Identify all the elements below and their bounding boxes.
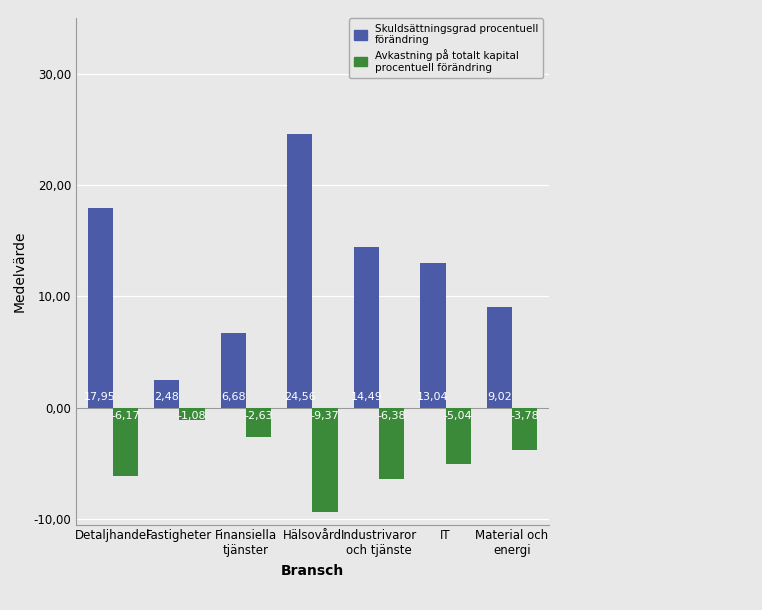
Bar	[512, 407, 537, 450]
Text: 2,48: 2,48	[154, 392, 179, 402]
Bar	[379, 407, 405, 479]
Text: -9,37: -9,37	[311, 411, 339, 421]
Bar	[487, 307, 512, 407]
Text: -2,63: -2,63	[244, 411, 273, 421]
Text: 13,04: 13,04	[417, 392, 449, 402]
Bar	[113, 407, 138, 476]
Text: -3,78: -3,78	[511, 411, 539, 421]
Text: 24,56: 24,56	[284, 392, 315, 402]
Bar	[420, 263, 446, 407]
Text: 14,49: 14,49	[351, 392, 383, 402]
Bar	[354, 246, 379, 407]
Text: -1,08: -1,08	[178, 411, 207, 421]
X-axis label: Bransch: Bransch	[280, 564, 344, 578]
Text: -6,17: -6,17	[111, 411, 139, 421]
Text: 17,95: 17,95	[85, 392, 116, 402]
Text: -6,38: -6,38	[377, 411, 406, 421]
Bar	[446, 407, 471, 464]
Bar	[154, 380, 179, 407]
Bar	[220, 334, 246, 407]
Bar	[312, 407, 338, 512]
Text: 9,02: 9,02	[487, 392, 512, 402]
Y-axis label: Medelvärde: Medelvärde	[13, 231, 27, 312]
Legend: Skuldsättningsgrad procentuell
förändring, Avkastning på totalt kapital
procentu: Skuldsättningsgrad procentuell förändrin…	[349, 18, 543, 78]
Bar	[287, 134, 312, 407]
Bar	[88, 208, 113, 407]
Text: 6,68: 6,68	[221, 392, 245, 402]
Bar	[246, 407, 271, 437]
Text: -5,04: -5,04	[443, 411, 472, 421]
Bar	[179, 407, 205, 420]
